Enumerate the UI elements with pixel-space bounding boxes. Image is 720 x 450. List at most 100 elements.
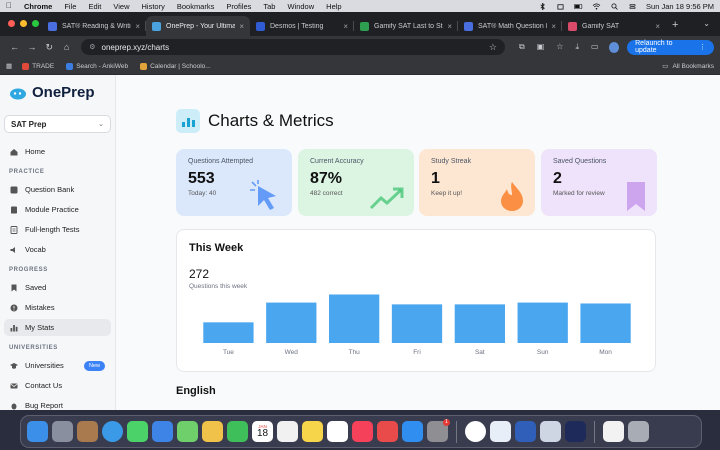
menu-profiles[interactable]: Profiles <box>226 1 252 11</box>
split-view-icon[interactable]: ▭ <box>590 42 599 51</box>
battery-icon[interactable] <box>574 3 583 10</box>
tab-search-chevron-icon[interactable]: ⌄ <box>703 19 710 28</box>
more-menu-icon[interactable]: ⋮ <box>699 44 707 51</box>
news-icon[interactable] <box>377 421 398 442</box>
browser-tab-active[interactable]: OnePrep - Your Ultimate × <box>146 16 250 36</box>
menu-view[interactable]: View <box>113 1 130 11</box>
address-bar[interactable]: ⚙ oneprep.xyz/charts ☆ <box>81 39 505 55</box>
wifi-icon[interactable] <box>592 2 601 10</box>
back-arrow-icon[interactable]: ← <box>10 42 20 52</box>
sidebar-item-home[interactable]: Home <box>4 143 111 160</box>
bluetooth-icon[interactable] <box>538 2 547 10</box>
browser-tab[interactable]: Gamify SAT Last to Stop × <box>354 16 458 36</box>
folder-app-icon[interactable] <box>77 421 98 442</box>
sidebar-item-my-stats[interactable]: My Stats <box>4 319 111 336</box>
tab-favicon-icon <box>464 21 473 31</box>
document-file-icon[interactable] <box>603 421 624 442</box>
site-info-icon[interactable]: ⚙ <box>89 44 96 51</box>
brand-logo[interactable]: OnePrep <box>9 84 95 101</box>
browser-tab[interactable]: Gamify SAT × <box>562 16 666 36</box>
calendar-icon[interactable]: JAN 18 <box>252 421 273 442</box>
bar-thu <box>329 294 380 343</box>
new-tab-icon[interactable]: + <box>672 19 679 31</box>
menu-file[interactable]: File <box>64 1 77 11</box>
side-panel-icon[interactable]: ▣ <box>536 42 545 51</box>
bookmark-item[interactable]: Search - AnkiWeb <box>66 62 128 70</box>
sidebar-item-vocab[interactable]: Vocab <box>4 241 111 258</box>
reload-icon[interactable]: ↻ <box>45 41 54 52</box>
tab-close-icon[interactable]: × <box>551 21 556 31</box>
bookmark-item[interactable]: Calendar | Schoolo... <box>140 62 211 70</box>
messages-icon[interactable] <box>127 421 148 442</box>
sidebar-item-question-bank[interactable]: Question Bank <box>4 181 111 198</box>
preview-icon[interactable] <box>540 421 561 442</box>
safari-icon[interactable] <box>102 421 123 442</box>
browser-tab[interactable]: SAT® Math Question 86 × <box>458 16 562 36</box>
sidebar-item-saved[interactable]: Saved <box>4 279 111 296</box>
tab-close-icon[interactable]: × <box>655 21 660 31</box>
sidebar-item-mistakes[interactable]: Mistakes <box>4 299 111 316</box>
freeform-icon[interactable] <box>327 421 348 442</box>
system-settings-icon[interactable]: 1 <box>427 419 450 442</box>
brand-name: OnePrep <box>32 84 95 101</box>
browser-tab[interactable]: Desmos | Testing × <box>250 16 354 36</box>
sidebar-item-full-length-tests[interactable]: Full-length Tests <box>4 221 111 238</box>
menu-app-name[interactable]: Chrome <box>24 1 53 11</box>
tab-label: SAT® Reading & Writing <box>62 22 132 30</box>
zoom-window-button[interactable] <box>32 20 39 27</box>
search-icon[interactable] <box>610 2 619 10</box>
extensions-icon[interactable]: ⧉ <box>518 42 525 51</box>
sidebar-item-contact-us[interactable]: Contact Us <box>4 377 111 394</box>
menu-history[interactable]: History <box>141 1 165 11</box>
x-tick-label: Sat <box>475 349 485 356</box>
profile-avatar[interactable] <box>608 41 620 53</box>
bookmark-item[interactable]: TRADE <box>22 62 54 70</box>
menu-edit[interactable]: Edit <box>88 1 102 11</box>
control-center-icon[interactable] <box>628 3 637 10</box>
app-store-icon[interactable] <box>402 421 423 442</box>
bookmark-star-icon[interactable]: ☆ <box>488 41 497 52</box>
home-icon[interactable]: ⌂ <box>63 42 70 52</box>
download-icon[interactable]: ⤓ <box>575 42 579 51</box>
finder-icon[interactable] <box>27 421 48 442</box>
tab-close-icon[interactable]: × <box>135 21 140 31</box>
menu-bookmarks[interactable]: Bookmarks <box>176 1 215 11</box>
sidebar-item-module-practice[interactable]: Module Practice <box>4 201 111 218</box>
facetime-icon[interactable] <box>227 421 248 442</box>
address-url[interactable]: oneprep.xyz/charts <box>101 42 170 52</box>
word-icon[interactable] <box>515 421 536 442</box>
copilot-icon[interactable] <box>565 421 586 442</box>
menu-clock[interactable]: Sun Jan 18 9:56 PM <box>646 1 714 11</box>
notes-icon[interactable] <box>302 421 323 442</box>
browser-tab[interactable]: SAT® Reading & Writing × <box>42 16 146 36</box>
close-window-button[interactable] <box>8 20 15 27</box>
menu-help[interactable]: Help <box>326 1 342 11</box>
tab-close-icon[interactable]: × <box>343 21 348 31</box>
course-select[interactable]: SAT Prep ⌄ <box>4 115 111 133</box>
apps-grid-icon[interactable]: ▦ <box>6 63 13 70</box>
sidebar-item-universities[interactable]: Universities New <box>4 357 111 374</box>
puzzle-icon[interactable] <box>556 3 565 10</box>
sidebar-item-bug-report[interactable]: Bug Report <box>4 397 111 410</box>
relaunch-button[interactable]: Relaunch to update ⋮ <box>627 39 715 55</box>
reminders-icon[interactable] <box>277 421 298 442</box>
forward-arrow-icon[interactable]: → <box>27 42 37 52</box>
tab-close-icon[interactable]: × <box>239 21 244 31</box>
sidebar-item-label: Saved <box>25 283 47 292</box>
menu-window[interactable]: Window <box>287 1 315 11</box>
maps-icon[interactable] <box>177 421 198 442</box>
photos-icon[interactable] <box>202 421 223 442</box>
trash-icon[interactable] <box>628 421 649 442</box>
tab-close-icon[interactable]: × <box>447 21 452 31</box>
minimize-window-button[interactable] <box>20 20 27 27</box>
chrome-icon[interactable] <box>465 421 486 442</box>
apple-icon[interactable]:  <box>6 2 14 10</box>
reading-list-icon[interactable]: ☆ <box>556 42 564 51</box>
all-bookmarks-button[interactable]: ▭ All Bookmarks <box>662 62 714 71</box>
xcode-icon[interactable] <box>490 421 511 442</box>
music-icon[interactable] <box>352 421 373 442</box>
menu-tab[interactable]: Tab <box>263 1 276 11</box>
launchpad-icon[interactable] <box>52 421 73 442</box>
tab-favicon-icon <box>48 21 57 31</box>
mail-app-icon[interactable] <box>152 421 173 442</box>
